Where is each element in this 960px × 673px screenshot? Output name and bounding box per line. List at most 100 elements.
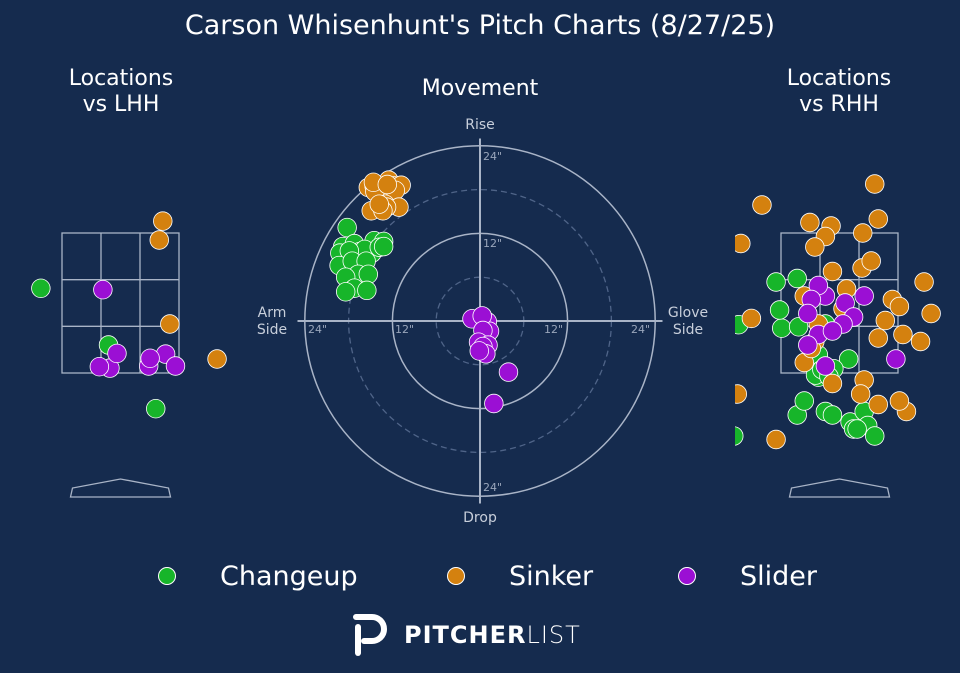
point-changeup: [788, 317, 809, 337]
point-sinker: [153, 211, 173, 231]
point-changeup: [769, 300, 790, 320]
point-changeup: [337, 217, 357, 238]
panel-title-movement: Movement: [421, 76, 539, 101]
label-glove-side: Side: [673, 322, 703, 338]
point-changeup: [787, 268, 807, 289]
point-slider: [107, 343, 127, 364]
point-changeup: [335, 282, 356, 302]
point-sinker: [893, 324, 913, 345]
lhh-strike-zone: [61, 232, 180, 498]
point-sinker: [735, 233, 751, 254]
point-sinker: [741, 308, 762, 329]
legend-swatch-sinker: [447, 567, 465, 585]
legend-item-changeup: Changeup: [158, 556, 358, 596]
pitcherlist-logo: PITCHERLIST: [352, 612, 581, 658]
point-sinker: [207, 349, 227, 369]
point-slider: [498, 362, 519, 382]
ring-label-left-12: 12": [395, 323, 414, 336]
point-slider: [89, 357, 110, 377]
point-slider: [469, 341, 489, 361]
home-plate: [69, 478, 172, 498]
point-changeup: [794, 391, 814, 411]
legend-swatch-changeup: [158, 567, 176, 585]
lhh-points: [31, 211, 227, 419]
label-drop: Drop: [463, 510, 497, 526]
point-sinker: [853, 223, 873, 243]
pitcherlist-p-icon: [353, 614, 387, 656]
point-sinker: [805, 237, 825, 257]
point-changeup: [865, 426, 885, 446]
label-rise: Rise: [465, 117, 495, 133]
panel-title-rhh: Locations vs RHH: [786, 66, 892, 117]
point-changeup: [766, 272, 786, 292]
point-sinker: [735, 384, 747, 404]
point-sinker: [868, 328, 888, 348]
point-sinker: [369, 194, 389, 214]
point-sinker: [160, 314, 180, 334]
panel-title-lhh: Locations vs LHH: [68, 66, 174, 117]
point-changeup: [735, 426, 744, 446]
point-sinker: [910, 331, 931, 352]
movement-points: [329, 170, 519, 414]
legend: Changeup Sinker Slider: [0, 556, 960, 596]
pitch-charts-plot: Rise Drop Arm Side Glove Side 24" 12" 24…: [31, 117, 941, 526]
chart-title: Carson Whisenhunt's Pitch Charts (8/27/2…: [184, 10, 776, 41]
brand-bold: PITCHER: [404, 621, 527, 649]
point-changeup: [822, 405, 843, 425]
point-slider: [165, 356, 186, 376]
point-sinker: [800, 212, 820, 233]
point-slider: [886, 349, 906, 369]
point-sinker: [889, 391, 910, 411]
point-sinker: [149, 230, 169, 250]
ring-label-top-12: 12": [483, 237, 502, 250]
legend-swatch-slider: [678, 567, 696, 585]
ring-label-right-12: 12": [544, 323, 563, 336]
point-sinker: [868, 394, 888, 415]
legend-item-slider: Slider: [678, 556, 817, 596]
point-changeup: [373, 236, 394, 257]
point-slider: [140, 348, 160, 369]
point-sinker: [861, 251, 881, 271]
ring-label-right-24: 24": [631, 323, 650, 336]
legend-item-sinker: Sinker: [447, 556, 593, 596]
legend-label-changeup: Changeup: [220, 560, 358, 592]
point-changeup: [31, 278, 51, 299]
point-slider: [854, 286, 874, 306]
ring-label-bottom-24: 24": [483, 481, 502, 494]
point-sinker: [822, 373, 843, 394]
point-slider: [484, 393, 504, 414]
point-changeup: [146, 399, 166, 419]
point-changeup: [357, 280, 377, 301]
ring-label-left-24: 24": [308, 323, 327, 336]
point-sinker: [889, 296, 910, 317]
point-sinker: [914, 272, 934, 292]
point-sinker: [766, 429, 786, 450]
point-changeup: [847, 419, 867, 439]
point-changeup: [838, 349, 859, 369]
zone-outline: [61, 232, 180, 374]
legend-label-slider: Slider: [740, 560, 817, 592]
rhh-points: [735, 174, 941, 450]
point-slider: [815, 356, 836, 376]
point-slider: [798, 303, 818, 324]
label-glove: Glove: [668, 305, 708, 321]
point-slider: [93, 280, 113, 300]
ring-label-top-24: 24": [483, 150, 502, 163]
point-sinker: [921, 303, 941, 324]
brand-light: LIST: [526, 621, 581, 649]
point-changeup: [772, 318, 792, 338]
legend-label-sinker: Sinker: [509, 560, 594, 592]
home-plate: [788, 478, 891, 498]
label-arm: Arm: [258, 305, 287, 321]
movement-labels: Rise Drop Arm Side Glove Side 24" 12" 24…: [257, 117, 708, 526]
brand-wordmark: PITCHERLIST: [404, 621, 581, 649]
point-sinker: [752, 195, 772, 215]
point-sinker: [377, 174, 397, 195]
point-sinker: [822, 261, 843, 282]
point-slider: [798, 335, 818, 355]
point-sinker: [875, 310, 896, 331]
point-sinker: [865, 174, 885, 194]
point-sinker: [850, 384, 871, 404]
label-arm-side: Side: [257, 322, 287, 338]
point-slider: [822, 321, 843, 341]
